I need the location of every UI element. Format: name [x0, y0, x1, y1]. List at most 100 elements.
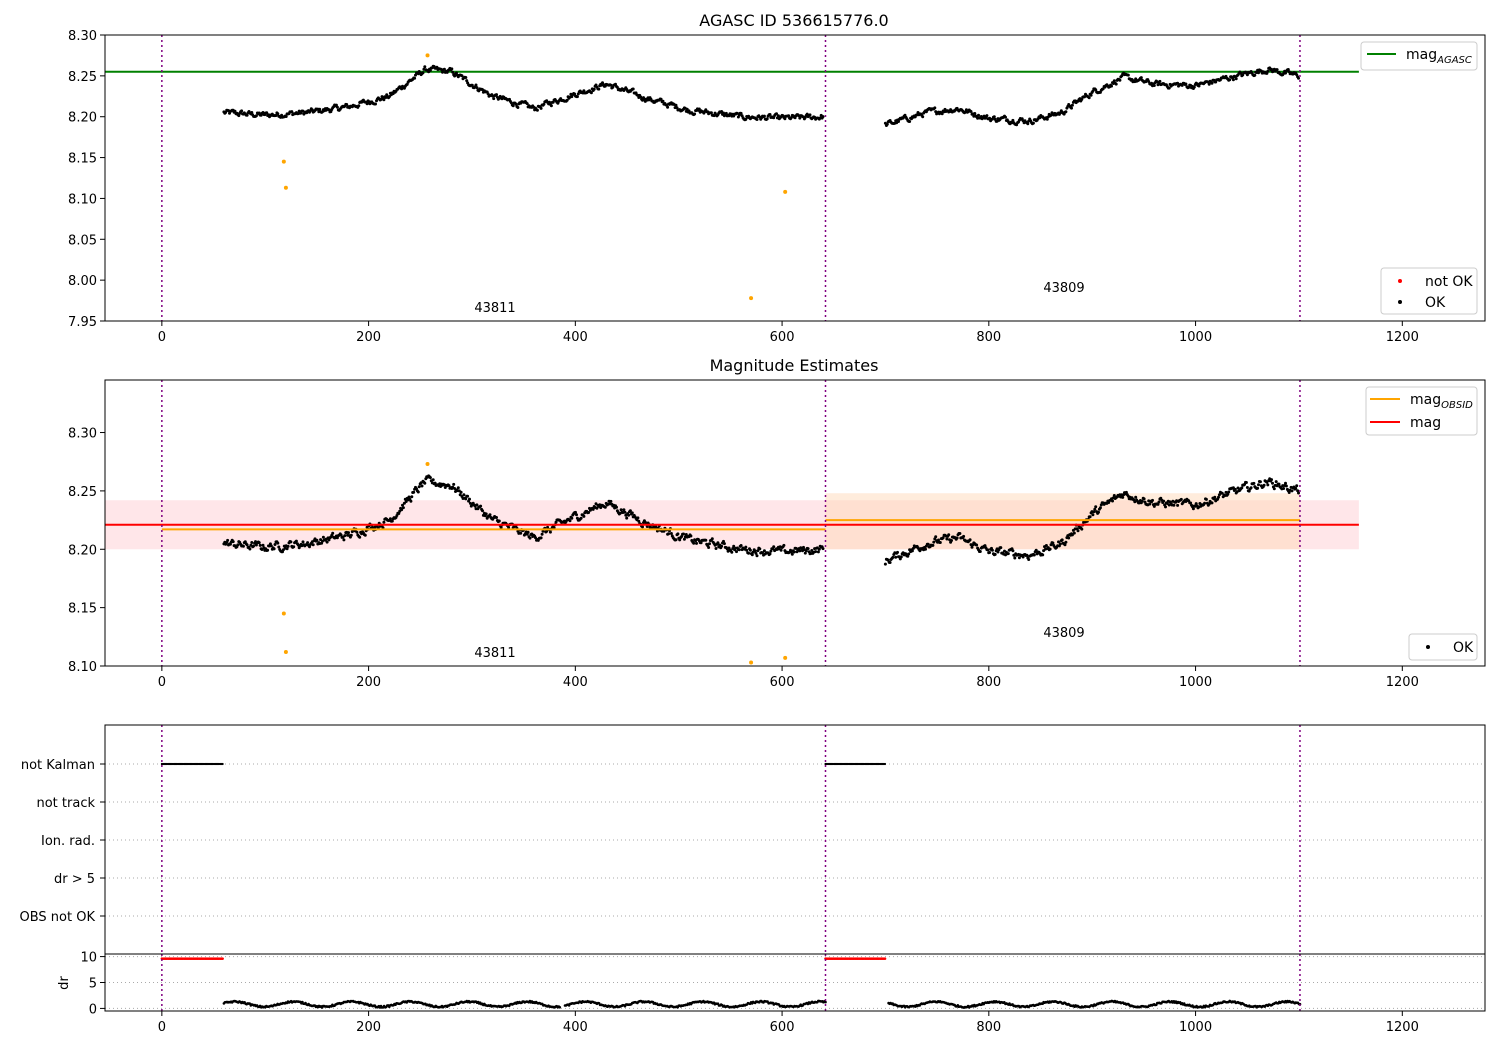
data-point-ok — [306, 541, 310, 545]
data-point-ok — [484, 512, 488, 516]
data-point-ok — [968, 538, 972, 542]
dr-point-high — [883, 957, 887, 960]
data-point-ok — [962, 534, 966, 538]
agasc-legend-lines: magAGASC — [1360, 41, 1478, 71]
data-point-ok — [732, 544, 736, 548]
data-point-ok — [803, 551, 807, 555]
data-point-ok — [347, 531, 350, 535]
legend-marker-ok — [1398, 300, 1402, 304]
data-point-ok — [575, 95, 579, 99]
data-point-ok — [1164, 505, 1167, 509]
x-tick-label: 600 — [770, 675, 795, 690]
y-tick-label: 8.30 — [68, 427, 97, 442]
data-point-ok — [958, 532, 962, 535]
data-point-ok — [750, 553, 754, 557]
y-tick-label: 10 — [80, 951, 97, 966]
data-point-ok — [739, 111, 743, 115]
data-point-ok — [1245, 486, 1249, 489]
data-point-ok — [1097, 510, 1100, 514]
y-tick-label: 8.25 — [68, 485, 97, 500]
data-point-ok — [762, 114, 766, 118]
data-point-ok — [276, 541, 280, 545]
data-point-ok — [519, 531, 523, 535]
data-point-ok — [631, 87, 635, 91]
data-point-ok — [603, 505, 607, 509]
data-point-ok — [765, 117, 769, 121]
data-point-ok — [431, 478, 435, 482]
data-point-ok — [737, 548, 741, 552]
data-point-ok — [233, 109, 237, 113]
data-point-ok — [627, 513, 631, 517]
data-point-ok — [1226, 492, 1230, 496]
data-point-ok — [1262, 483, 1266, 487]
data-point-ok — [1220, 491, 1224, 495]
dr-point — [824, 1000, 827, 1004]
legend-label-mag-obsid: magOBSID — [1410, 392, 1473, 411]
data-point-ok — [1270, 67, 1273, 71]
data-point-ok — [993, 552, 997, 556]
data-point-ok — [497, 519, 501, 523]
data-point-ok — [1266, 483, 1270, 487]
data-point-ok — [1203, 501, 1207, 505]
data-point-outlier — [281, 611, 286, 616]
data-point-ok — [416, 490, 420, 494]
data-point-ok — [1060, 538, 1064, 542]
data-point-ok — [1207, 82, 1211, 86]
data-point-ok — [772, 116, 776, 120]
data-point-ok — [526, 530, 530, 534]
data-point-ok — [798, 549, 802, 553]
data-point-ok — [682, 537, 686, 541]
data-point-ok — [597, 87, 601, 91]
data-point-ok — [407, 495, 411, 499]
x-tick-label: 400 — [563, 1020, 588, 1035]
data-point-ok — [1256, 486, 1260, 490]
data-point-ok — [714, 547, 718, 550]
data-point-outlier — [425, 462, 430, 467]
data-point-ok — [1111, 499, 1114, 503]
data-point-ok — [410, 495, 414, 499]
data-point-ok — [357, 104, 361, 108]
data-point-ok — [776, 114, 780, 118]
legend-box — [1380, 267, 1478, 315]
data-point-ok — [1064, 540, 1068, 544]
data-point-ok — [888, 561, 892, 564]
x-tick-label: 600 — [770, 1020, 795, 1035]
data-point-ok — [456, 486, 460, 490]
legend-marker-not-ok — [1398, 279, 1402, 283]
data-point-ok — [413, 76, 417, 80]
agasc-panel: AGASC ID 536615776.0 43811 43809 0 200 400… — [68, 11, 1486, 345]
data-point-ok — [308, 545, 311, 549]
data-point-ok — [1156, 502, 1160, 506]
data-point-ok — [1272, 487, 1276, 491]
data-point-ok — [699, 541, 703, 545]
y-tick-label: 8.15 — [68, 152, 97, 167]
data-point-ok — [894, 555, 898, 559]
data-point-ok — [453, 74, 457, 78]
data-point-ok — [423, 65, 427, 69]
data-point-ok — [1004, 115, 1007, 119]
data-point-ok — [1189, 501, 1193, 505]
data-point-ok — [1184, 82, 1188, 86]
data-point-ok — [722, 542, 726, 546]
data-point-ok — [708, 542, 711, 546]
x-tick-label: 1200 — [1386, 675, 1419, 690]
x-tick-label: 1200 — [1386, 1020, 1419, 1035]
data-point-ok — [1070, 106, 1073, 110]
data-point-ok — [548, 530, 552, 534]
data-point-ok — [940, 112, 944, 116]
data-point-ok — [692, 541, 696, 545]
data-point-ok — [349, 533, 353, 537]
data-point-ok — [806, 547, 810, 551]
data-point-ok — [1072, 531, 1076, 535]
data-point-ok — [428, 68, 432, 72]
y-tick-label: 8.10 — [68, 192, 97, 207]
data-point-ok — [1063, 543, 1067, 547]
data-point-ok — [1139, 76, 1143, 80]
data-point-ok — [931, 543, 935, 547]
data-point-ok — [761, 551, 764, 555]
data-point-ok — [1295, 484, 1299, 488]
data-point-ok — [969, 110, 973, 113]
data-point-ok — [899, 555, 903, 559]
data-point-ok — [397, 512, 401, 515]
data-point-ok — [779, 548, 783, 552]
